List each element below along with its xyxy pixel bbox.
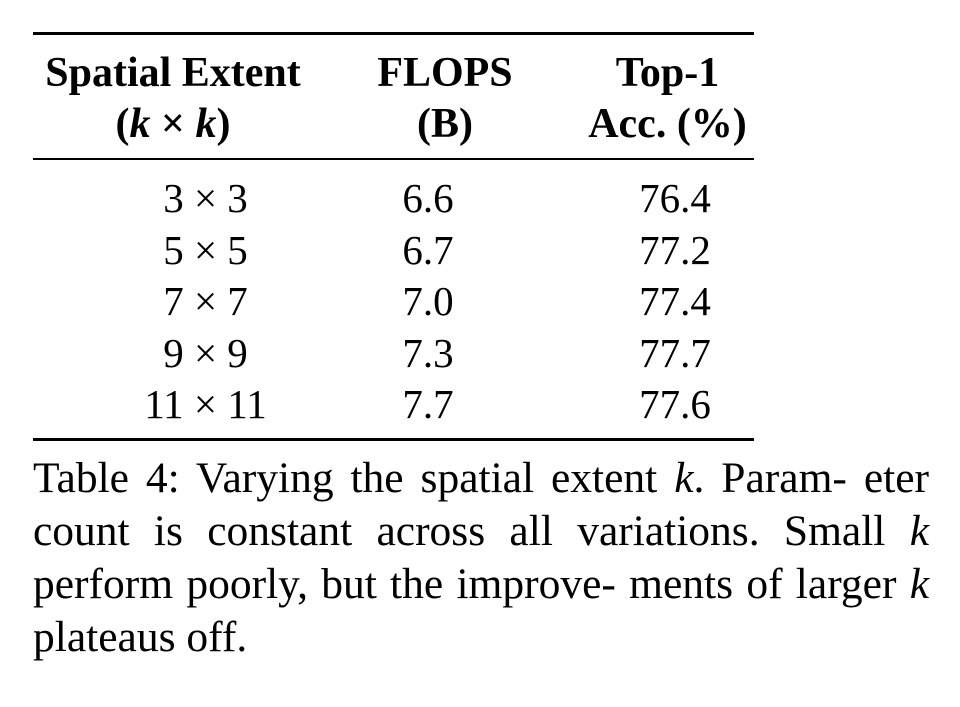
header-flops-label: FLOPS	[377, 50, 513, 96]
cell-extent: 7 × 7	[163, 278, 248, 324]
cell-extent: 11 × 11	[144, 381, 267, 427]
cell-flops: 7.3	[402, 329, 454, 376]
table-body: 3 × 3 6.6 76.4 5 × 5 6.7 77.2 7 × 7 7.0 …	[33, 173, 754, 431]
table-row: 7 × 7 7.0 77.4	[33, 276, 754, 328]
cell-extent: 5 × 5	[163, 226, 248, 273]
cell-acc: 77.2	[639, 226, 711, 273]
cell-flops: 7.0	[402, 278, 454, 324]
table-header-rule	[33, 158, 754, 160]
cell-flops: 7.7	[402, 381, 454, 427]
table-caption: Table 4: Varying the spatial extent k. P…	[33, 454, 929, 661]
cell-flops: 6.7	[402, 226, 454, 273]
header-spatial-extent: Spatial Extent (k × k)	[33, 48, 313, 150]
cell-flops: 6.6	[402, 175, 454, 221]
header-top1-acc: Top-1 Acc. (%)	[565, 48, 770, 150]
cell-extent: 3 × 3	[163, 175, 248, 221]
header-flops: FLOPS (B)	[360, 48, 530, 150]
table-top-rule	[33, 32, 754, 35]
table-row: 5 × 5 6.7 77.2	[33, 225, 754, 277]
table-bottom-rule	[33, 438, 754, 441]
cell-acc: 77.7	[639, 329, 711, 376]
cell-acc: 76.4	[639, 175, 711, 221]
cell-acc: 77.4	[639, 278, 711, 324]
header-spatial-extent-label: Spatial Extent	[45, 50, 301, 96]
table-row: 11 × 11 7.7 77.6	[33, 379, 754, 431]
table-row: 3 × 3 6.6 76.4	[33, 173, 754, 225]
cell-extent: 9 × 9	[163, 329, 248, 376]
cell-acc: 77.6	[639, 381, 711, 427]
header-acc-unit: Acc. (%)	[588, 101, 747, 147]
table-row: 9 × 9 7.3 77.7	[33, 328, 754, 380]
header-top1-label: Top-1	[615, 50, 720, 96]
header-flops-unit: (B)	[417, 101, 473, 147]
header-spatial-extent-formula: (k × k)	[115, 101, 231, 147]
